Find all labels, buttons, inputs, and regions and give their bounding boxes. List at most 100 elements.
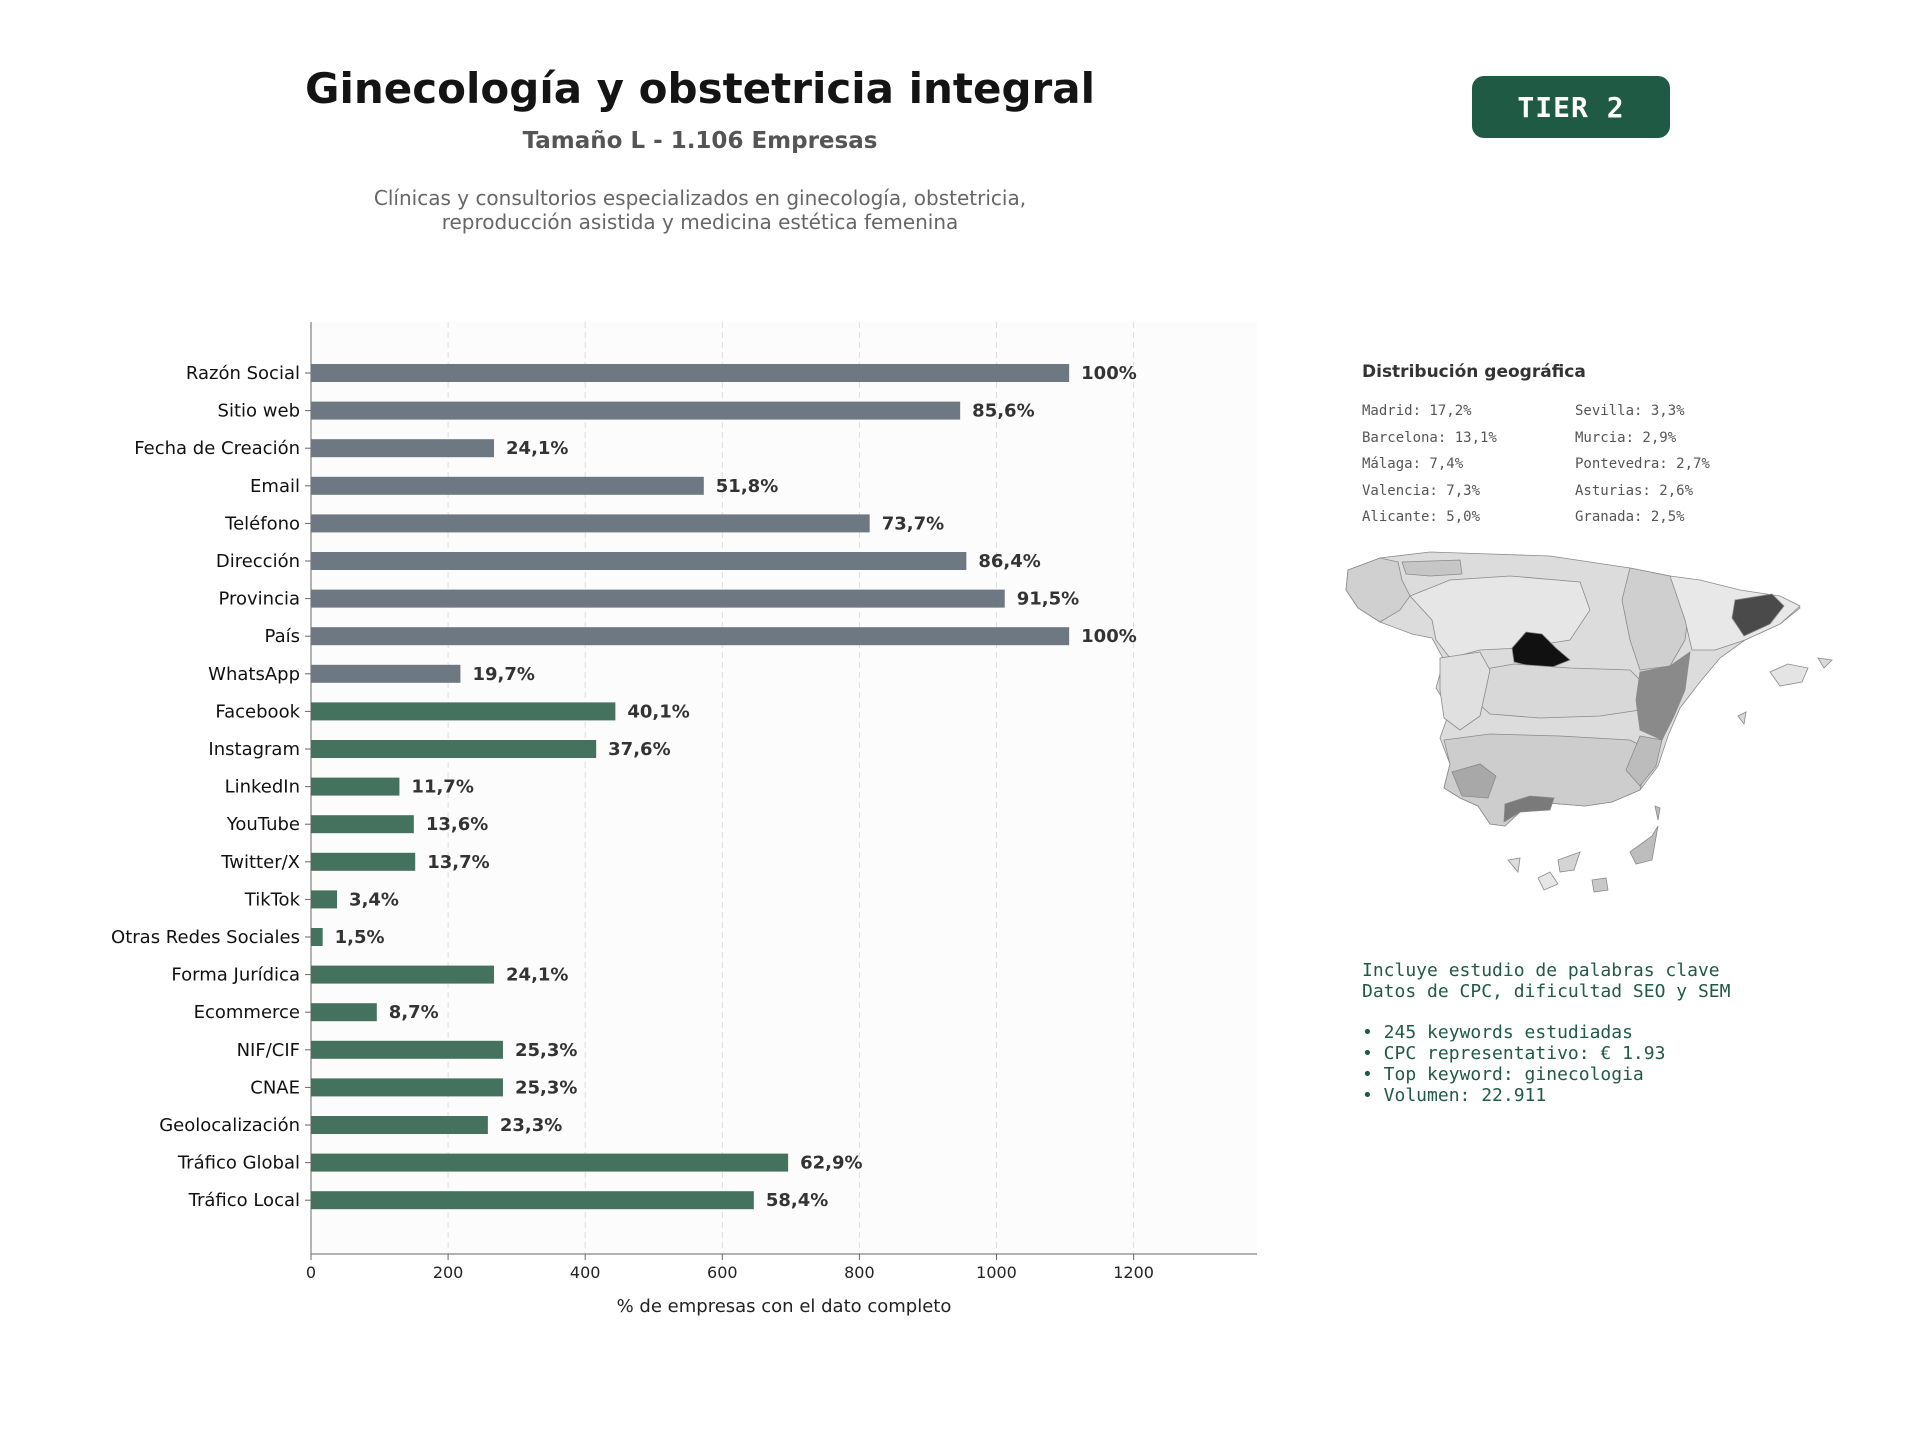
map-barcelona [1731, 593, 1785, 637]
category-label: Geolocalización [159, 1115, 300, 1136]
geo-item: Asturias: 2,6% [1575, 482, 1694, 499]
bar-value-label: 19,7% [472, 664, 534, 685]
category-label: WhatsApp [208, 664, 300, 685]
map-canary-1 [1507, 857, 1521, 873]
category-label: CNAE [250, 1077, 300, 1098]
map-sevilla [1451, 763, 1497, 799]
category-label: TikTok [244, 889, 301, 910]
bar-value-label: 8,7% [389, 1002, 439, 1023]
category-label: NIF/CIF [237, 1040, 300, 1061]
bar-value-label: 37,6% [608, 739, 670, 760]
map-balearic-2 [1817, 657, 1833, 669]
bar [311, 702, 616, 721]
keyword-bullet: • Top keyword: ginecologia [1362, 1064, 1644, 1085]
bar [311, 401, 961, 420]
bar [311, 589, 1005, 608]
x-tick-label: 600 [707, 1263, 738, 1282]
bar [311, 514, 870, 533]
map-canary-6 [1654, 805, 1661, 821]
page-description: Clínicas y consultorios especializados e… [0, 186, 1400, 234]
bar [311, 1153, 789, 1172]
bar [311, 777, 400, 796]
completeness-bar-chart: 0 200 400 600 800 1000 1200 % de empresas con e… [111, 322, 1257, 1317]
map-extremadura [1439, 651, 1491, 731]
category-label: LinkedIn [225, 777, 300, 798]
category-label: Teléfono [224, 513, 300, 534]
category-label: Otras Redes Sociales [111, 927, 300, 948]
bar-value-label: 25,3% [515, 1040, 577, 1061]
bar-value-label: 91,5% [1017, 589, 1079, 610]
map-asturias [1401, 559, 1463, 577]
x-tick-label: 800 [844, 1263, 875, 1282]
geo-item: Sevilla: 3,3% [1575, 403, 1685, 419]
category-label: Fecha de Creación [134, 438, 300, 459]
bar [311, 476, 704, 495]
map-balearic-1 [1769, 663, 1809, 687]
category-label: Email [250, 476, 300, 497]
map-castilla-mancha [1469, 663, 1651, 719]
spain-map [1345, 551, 1833, 893]
bar [311, 890, 338, 909]
bar [311, 928, 323, 946]
keywords-line-2: Datos de CPC, dificultad SEO y SEM [1362, 981, 1731, 1002]
geo-item: Murcia: 2,9% [1575, 429, 1677, 446]
x-tick-label: 0 [306, 1263, 316, 1282]
geo-item: Pontevedra: 2,7% [1575, 456, 1710, 472]
bar-value-label: 100% [1081, 363, 1137, 384]
bar [311, 627, 1070, 646]
x-tick-label: 1200 [1113, 1263, 1154, 1282]
bar-value-label: 24,1% [506, 438, 568, 459]
bar-value-label: 40,1% [627, 701, 689, 722]
keyword-bullet: • CPC representativo: € 1.93 [1362, 1043, 1666, 1064]
map-canary-4 [1591, 877, 1609, 893]
bar-value-label: 3,4% [349, 889, 399, 910]
category-label: Instagram [208, 739, 300, 760]
bar [311, 965, 495, 984]
category-label: Twitter/X [220, 852, 300, 873]
bar [311, 1116, 488, 1134]
x-tick-label: 200 [433, 1263, 464, 1282]
category-label: Ecommerce [194, 1002, 300, 1023]
bar-value-label: 51,8% [716, 476, 778, 497]
map-madrid [1511, 631, 1571, 669]
category-label: Razón Social [186, 363, 300, 384]
map-galicia [1345, 557, 1411, 623]
bar-value-label: 85,6% [972, 401, 1034, 422]
bar [311, 1191, 754, 1210]
bar-value-label: 24,1% [506, 965, 568, 986]
category-label: País [265, 626, 300, 647]
x-tick-label: 1000 [976, 1263, 1017, 1282]
category-label: Dirección [216, 551, 300, 572]
geo-list-left: Madrid: 17,2% Barcelona: 13,1% Málaga: 7… [1362, 398, 1497, 531]
category-label: Sitio web [218, 401, 300, 422]
bar [311, 364, 1070, 382]
bar [311, 1040, 503, 1059]
map-valencia [1635, 651, 1691, 741]
geo-item: Málaga: 7,4% [1362, 456, 1464, 472]
bar [311, 664, 461, 683]
bar [311, 439, 495, 458]
bar-value-label: 62,9% [800, 1153, 862, 1174]
category-label: Facebook [215, 701, 300, 722]
bar [311, 740, 597, 758]
map-murcia [1625, 735, 1663, 787]
x-axis-label: % de empresas con el dato completo [617, 1296, 952, 1317]
geo-list-right: Sevilla: 3,3% Murcia: 2,9% Pontevedra: 2… [1575, 398, 1710, 531]
map-canary-5 [1629, 825, 1659, 865]
geo-item: Valencia: 7,3% [1362, 482, 1481, 499]
keyword-bullet: • Volumen: 22.911 [1362, 1085, 1547, 1106]
page-title: Ginecología y obstetricia integral [305, 64, 1095, 113]
geo-item: Barcelona: 13,1% [1362, 429, 1497, 446]
bar-value-label: 58,4% [766, 1190, 828, 1211]
keywords-line-1: Incluye estudio de palabras clave [1362, 960, 1720, 981]
bar-value-label: 11,7% [411, 777, 473, 798]
bar-value-label: 100% [1081, 626, 1137, 647]
map-canary-2 [1537, 871, 1559, 891]
tier-badge: TIER 2 [1472, 76, 1670, 138]
keyword-bullet: • 245 keywords estudiadas [1362, 1022, 1633, 1043]
geo-title: Distribución geográfica [1362, 362, 1586, 382]
bar [311, 852, 416, 871]
geo-item: Madrid: 17,2% [1362, 403, 1472, 419]
bar [311, 1003, 377, 1022]
x-tick-label: 400 [570, 1263, 601, 1282]
